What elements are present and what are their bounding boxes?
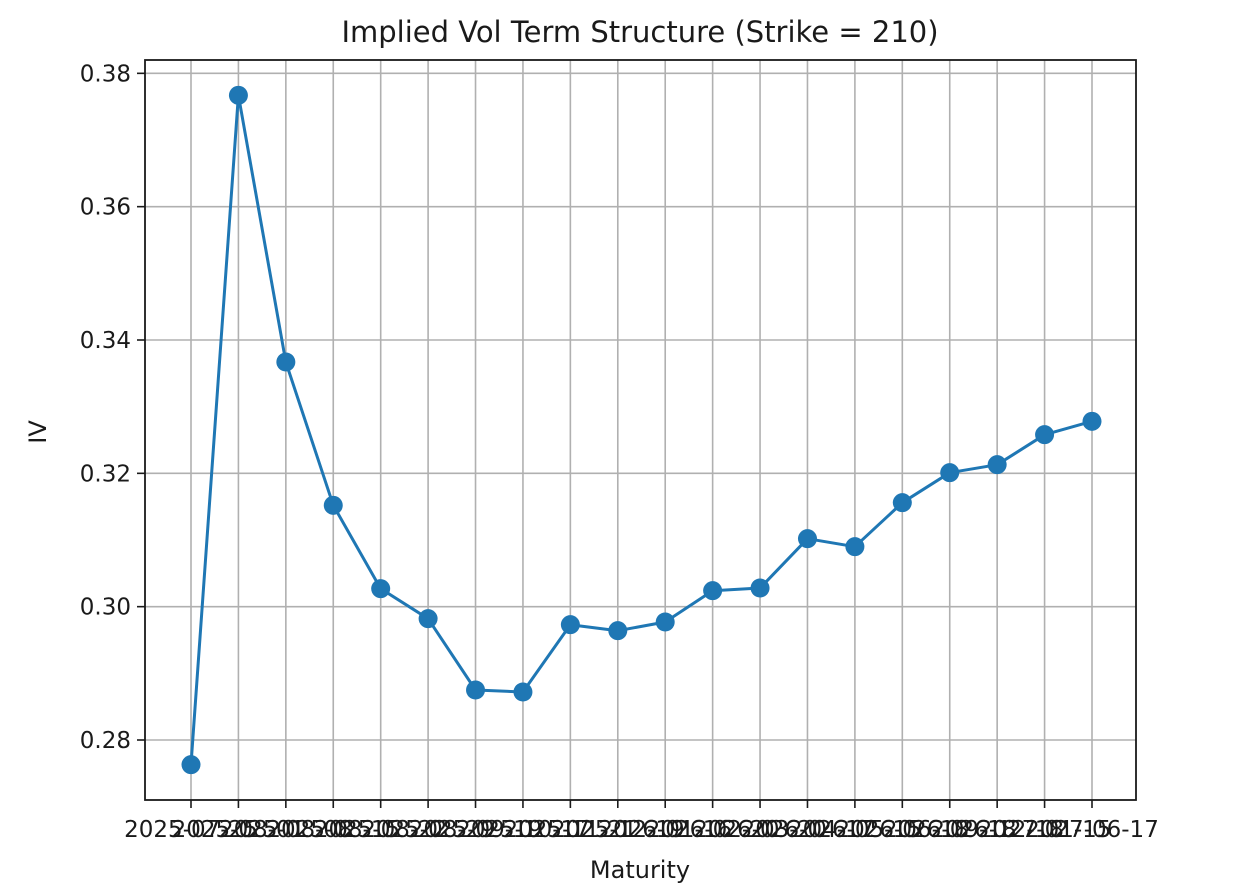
data-point-marker xyxy=(466,680,486,700)
x-tick-label: 2026-05-15 xyxy=(788,817,922,843)
data-point-marker xyxy=(1082,411,1102,431)
y-tick-label: 0.32 xyxy=(80,461,131,487)
x-tick-label: 2026-03-20 xyxy=(693,817,827,843)
data-point-marker xyxy=(987,455,1007,475)
data-point-marker xyxy=(371,579,391,599)
x-tick-label: 2026-02-20 xyxy=(646,817,780,843)
x-tick-label: 2025-08-22 xyxy=(314,817,448,843)
x-axis-label: Maturity xyxy=(590,856,690,884)
y-tick-label: 0.36 xyxy=(80,195,131,221)
data-point-marker xyxy=(181,755,201,775)
data-point-marker xyxy=(560,615,580,635)
x-tick-label: 2026-04-17 xyxy=(741,817,875,843)
x-tick-label: 2025-08-15 xyxy=(266,817,400,843)
y-tick-label: 0.34 xyxy=(80,328,131,354)
x-tick-label: 2025-11-21 xyxy=(504,817,638,843)
y-tick-label: 0.38 xyxy=(80,61,131,87)
x-tick-label: 2027-01-15 xyxy=(978,817,1112,843)
data-point-marker xyxy=(797,529,817,549)
x-tick-label: 2025-08-29 xyxy=(361,817,495,843)
x-tick-label: 2026-09-18 xyxy=(883,817,1017,843)
data-point-marker xyxy=(750,578,770,598)
x-tick-label: 2025-07-25 xyxy=(124,817,258,843)
data-point-marker xyxy=(323,495,343,515)
data-point-marker xyxy=(655,612,675,632)
x-tick-label: 2025-10-17 xyxy=(456,817,590,843)
y-axis-label: IV xyxy=(24,420,52,444)
x-tick-label: 2025-09-19 xyxy=(409,817,543,843)
tick-layer: 2025-07-252025-08-012025-08-082025-08-15… xyxy=(80,61,1159,843)
x-tick-label: 2026-01-16 xyxy=(598,817,732,843)
x-tick-label: 2025-12-19 xyxy=(551,817,685,843)
y-tick-label: 0.28 xyxy=(80,728,131,754)
data-point-marker xyxy=(276,352,296,372)
series-layer xyxy=(181,85,1102,775)
series-line xyxy=(189,93,1093,765)
plot-frame xyxy=(144,59,1137,801)
data-point-marker xyxy=(513,682,533,702)
data-point-marker xyxy=(892,493,912,513)
grid-layer xyxy=(145,60,1136,800)
data-point-marker xyxy=(1035,425,1055,445)
data-point-marker xyxy=(418,609,438,629)
y-tick-label: 0.30 xyxy=(80,595,131,621)
x-tick-label: 2025-08-08 xyxy=(219,817,353,843)
x-tick-label: 2027-06-17 xyxy=(1025,817,1159,843)
data-point-marker xyxy=(228,85,248,105)
chart-title: Implied Vol Term Structure (Strike = 210… xyxy=(341,15,938,49)
x-tick-label: 2026-06-18 xyxy=(835,817,969,843)
x-tick-label: 2025-08-01 xyxy=(172,817,306,843)
data-point-marker xyxy=(703,581,723,601)
data-point-marker xyxy=(608,621,628,641)
data-point-marker xyxy=(845,537,865,557)
data-point-marker xyxy=(940,463,960,483)
x-tick-label: 2026-12-18 xyxy=(930,817,1064,843)
